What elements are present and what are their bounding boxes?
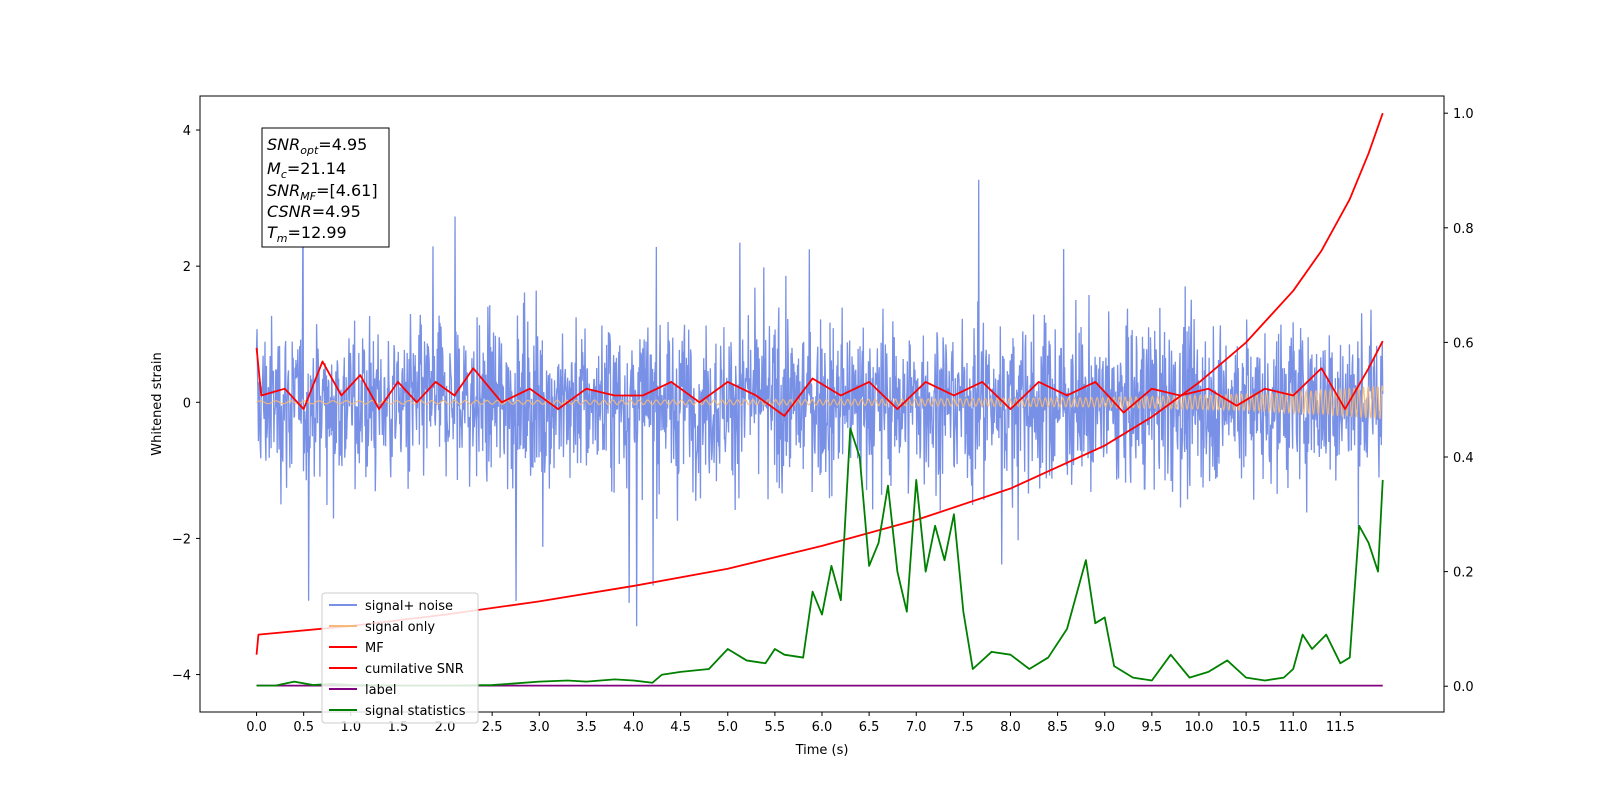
x-tick-label: 10.5 [1232, 720, 1261, 735]
y-left-tick-label: 4 [183, 124, 191, 139]
x-tick-label: 8.5 [1047, 720, 1068, 735]
signal-only-series [256, 385, 1384, 420]
y-right-tick-label: 0.2 [1453, 566, 1474, 581]
x-tick-label: 2.0 [435, 720, 456, 735]
y-right-tick-label: 0.4 [1453, 451, 1474, 466]
x-tick-label: 4.5 [670, 720, 691, 735]
y-left-tick-label: −2 [172, 532, 191, 547]
y-right-tick-label: 0.0 [1453, 680, 1474, 695]
stat-csnr: CSNR=4.95 [267, 202, 361, 221]
legend-label-signal-only: signal only [365, 620, 435, 635]
x-tick-label: 1.5 [388, 720, 409, 735]
x-tick-label: 6.5 [859, 720, 880, 735]
signal-noise-series [255, 179, 1384, 627]
legend-label-signal-statistics: signal statistics [365, 704, 466, 719]
x-tick-label: 6.0 [812, 720, 833, 735]
y-left-tick-label: −4 [172, 669, 191, 684]
x-tick-label: 0.5 [293, 720, 314, 735]
y-right-tick-label: 0.6 [1453, 336, 1474, 351]
stat-tm: Tm=12.99 [267, 223, 347, 245]
mf-line [255, 340, 1384, 417]
x-tick-label: 11.5 [1326, 720, 1355, 735]
x-tick-label: 4.0 [623, 720, 644, 735]
stat-chirp-mass: Mc=21.14 [267, 159, 346, 181]
x-tick-label: 9.0 [1094, 720, 1115, 735]
y-right-tick-label: 0.8 [1453, 222, 1474, 237]
y-axis-label: Whitened strain [150, 352, 165, 455]
x-tick-label: 7.5 [953, 720, 974, 735]
stat-snr-opt: SNRopt=4.95 [267, 135, 367, 157]
legend-label-mf: MF [365, 641, 384, 656]
x-tick-label: 5.0 [717, 720, 738, 735]
y-axis-right-ticks: 0.0 0.2 0.4 0.6 0.8 1.0 [1444, 107, 1474, 695]
signal-statistics-line [256, 427, 1384, 687]
x-tick-label: 3.0 [529, 720, 550, 735]
stat-snr-mf: SNRMF=[4.61] [267, 181, 378, 203]
legend-label-label: label [365, 683, 396, 698]
x-tick-label: 3.5 [576, 720, 597, 735]
x-tick-label: 7.0 [906, 720, 927, 735]
x-tick-label: 0.0 [246, 720, 267, 735]
y-axis-left-ticks: −4 −2 0 2 4 [172, 124, 200, 684]
signal-only-line [256, 385, 1384, 420]
legend-label-cumulative-snr: cumilative SNR [365, 662, 464, 677]
y-left-tick-label: 0 [183, 396, 191, 411]
stats-box: SNRopt=4.95 Mc=21.14 SNRMF=[4.61] CSNR=4… [261, 127, 390, 248]
x-tick-label: 9.5 [1142, 720, 1163, 735]
y-left-tick-label: 2 [183, 260, 191, 275]
x-axis-ticks: 0.0 0.5 1.0 1.5 2.0 2.5 3.0 3.5 4.0 4.5 5.0 5.5 6.0 6… [246, 712, 1355, 735]
x-tick-label: 1.0 [340, 720, 361, 735]
legend: signal+ noise signal only MF cumilative … [321, 592, 479, 724]
x-tick-label: 2.5 [482, 720, 503, 735]
x-tick-label: 5.5 [765, 720, 786, 735]
x-tick-label: 8.0 [1000, 720, 1021, 735]
x-tick-label: 11.0 [1279, 720, 1308, 735]
x-axis-label: Time (s) [795, 743, 849, 758]
x-tick-label: 10.0 [1184, 720, 1213, 735]
y-right-tick-label: 1.0 [1453, 107, 1474, 122]
signal-noise-line [255, 179, 1384, 627]
legend-label-signal-noise: signal+ noise [365, 599, 453, 614]
